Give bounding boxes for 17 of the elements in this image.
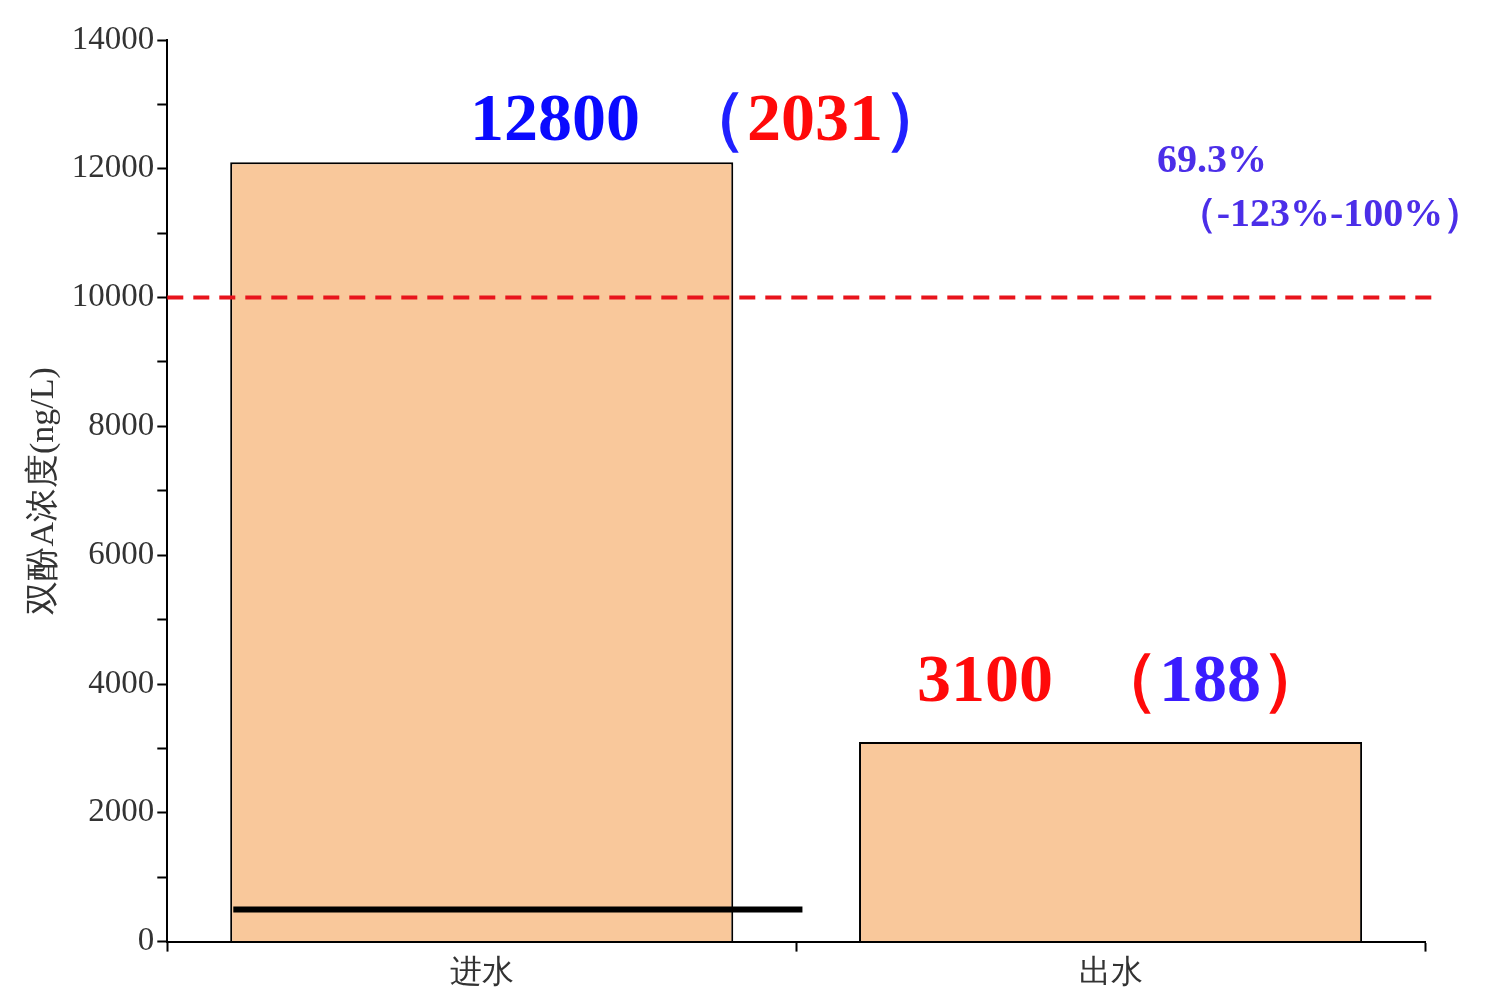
x-tick-label: 出水	[1078, 953, 1143, 990]
annotation: 3100	[917, 639, 1053, 716]
y-axis-title: 双酚A浓度(ng/L)	[23, 367, 62, 615]
y-tick-label: 14000	[71, 19, 155, 56]
y-tick-label: 12000	[71, 148, 155, 185]
annotation: 12800	[470, 78, 640, 155]
y-tick-label: 8000	[88, 406, 155, 443]
x-tick-label: 进水	[449, 953, 514, 990]
annotation: （2031）	[679, 78, 951, 155]
y-tick-label: 4000	[88, 663, 155, 700]
text: （-123%-100%）	[1176, 190, 1484, 236]
annotation: （188）	[1091, 639, 1329, 716]
y-tick-label: 10000	[71, 277, 155, 314]
y-tick-label: 0	[137, 921, 155, 958]
y-tick-label: 2000	[88, 792, 155, 829]
y-tick-label: 6000	[88, 534, 155, 571]
annotation: 69.3%	[1157, 136, 1267, 182]
